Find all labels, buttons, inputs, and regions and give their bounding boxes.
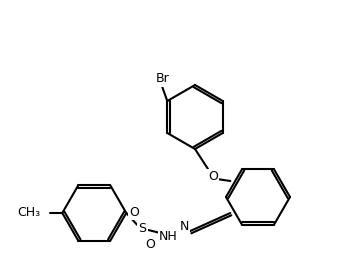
Text: O: O	[208, 171, 218, 184]
Text: O: O	[129, 206, 139, 218]
Text: CH₃: CH₃	[17, 206, 40, 220]
Text: Br: Br	[155, 73, 169, 85]
Text: O: O	[145, 237, 155, 251]
Text: NH: NH	[159, 230, 178, 243]
Text: N: N	[179, 220, 189, 233]
Text: S: S	[138, 221, 146, 234]
